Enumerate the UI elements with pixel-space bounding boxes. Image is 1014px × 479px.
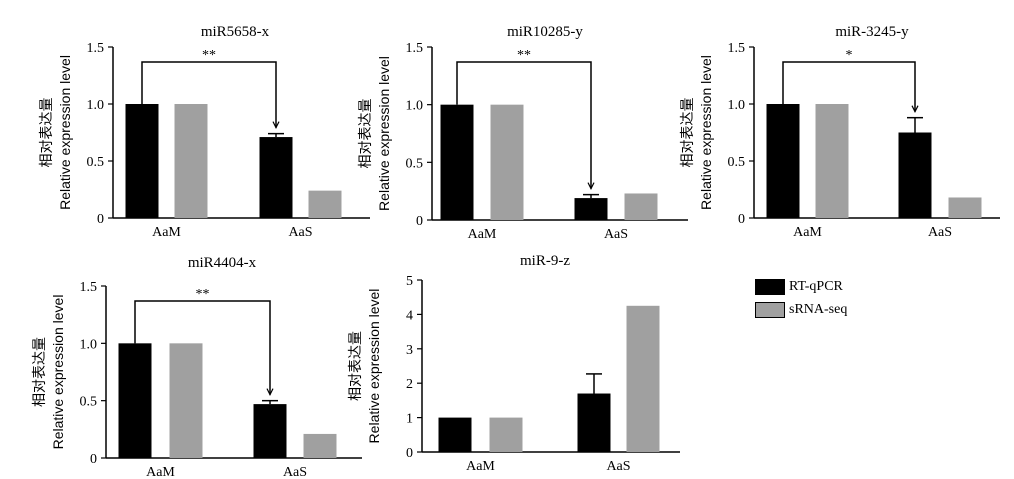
y-axis-label: Relative expression level bbox=[50, 295, 66, 450]
x-category-label: AaS bbox=[604, 227, 628, 242]
bar-rt-qpcr-aam bbox=[438, 417, 472, 452]
significance-arrow bbox=[911, 105, 919, 114]
y-tick-label: 0 bbox=[90, 452, 97, 467]
bar-srna-seq-aas bbox=[948, 197, 982, 218]
significance-arrow bbox=[587, 182, 595, 190]
legend-label-rt-qpcr: RT-qPCR bbox=[789, 279, 843, 294]
chart-2: miR10285-y 相对表达量 Relative expression level… bbox=[357, 24, 688, 242]
y-axis-label: Relative expression level bbox=[376, 56, 392, 211]
bar-srna-seq-aas bbox=[626, 305, 660, 452]
bar-rt-qpcr-aas bbox=[574, 198, 608, 220]
bar-srna-seq-aam bbox=[815, 104, 849, 218]
significance-arrow bbox=[272, 121, 280, 129]
chart-title: miR10285-y bbox=[507, 24, 583, 40]
y-tick-label: 1.0 bbox=[406, 99, 424, 114]
x-category-label: AaS bbox=[606, 459, 630, 474]
y-tick-label: 2 bbox=[406, 377, 413, 392]
bar-rt-qpcr-aam bbox=[766, 104, 800, 218]
x-category-label: AaM bbox=[146, 465, 175, 479]
y-tick-label: 1.0 bbox=[80, 337, 98, 352]
y-tick-label: 4 bbox=[406, 308, 413, 323]
y-tick-label: 5 bbox=[406, 274, 413, 289]
y-axis-label-cn: 相对表达量 bbox=[357, 99, 373, 169]
y-axis-label-cn: 相对表达量 bbox=[38, 98, 54, 168]
legend-swatch-srna-seq bbox=[755, 302, 785, 318]
legend-label-srna-seq: sRNA-seq bbox=[789, 302, 848, 317]
y-axis-label-cn: 相对表达量 bbox=[31, 337, 47, 407]
y-tick-label: 0 bbox=[416, 214, 423, 229]
y-tick-label: 0 bbox=[97, 212, 104, 227]
bar-rt-qpcr-aas bbox=[259, 137, 293, 218]
y-tick-label: 0 bbox=[406, 446, 413, 461]
chart-title: miR-9-z bbox=[520, 253, 570, 269]
significance-marker: ** bbox=[517, 48, 531, 63]
y-axis-label: Relative expression level bbox=[366, 289, 382, 444]
x-category-label: AaS bbox=[928, 225, 952, 240]
significance-bracket bbox=[134, 300, 271, 395]
bar-srna-seq-aas bbox=[303, 433, 337, 458]
y-tick-label: 1.0 bbox=[728, 98, 746, 113]
significance-marker: * bbox=[846, 48, 853, 63]
y-axis-label: Relative expression level bbox=[698, 55, 714, 210]
chart-3: miR-3245-y 相对表达量 Relative expression level… bbox=[679, 24, 1000, 240]
y-tick-label: 1.5 bbox=[87, 41, 105, 56]
y-tick-label: 1.5 bbox=[728, 41, 746, 56]
y-tick-label: 0.5 bbox=[728, 155, 746, 170]
bar-srna-seq-aam bbox=[490, 104, 524, 220]
x-category-label: AaM bbox=[152, 225, 181, 240]
y-tick-label: 3 bbox=[406, 343, 413, 358]
y-tick-label: 1.5 bbox=[80, 280, 98, 295]
x-category-label: AaS bbox=[283, 465, 307, 479]
bar-srna-seq-aam bbox=[169, 343, 203, 458]
bar-rt-qpcr-aas bbox=[253, 404, 287, 458]
significance-arrow bbox=[266, 388, 274, 397]
x-category-label: AaM bbox=[793, 225, 822, 240]
significance-bracket bbox=[141, 61, 277, 128]
bar-srna-seq-aam bbox=[174, 104, 208, 218]
y-axis-label-cn: 相对表达量 bbox=[679, 98, 695, 168]
bar-srna-seq-aam bbox=[489, 417, 523, 452]
bar-srna-seq-aas bbox=[624, 193, 658, 220]
significance-marker: ** bbox=[196, 287, 210, 302]
y-tick-label: 0.5 bbox=[80, 395, 98, 410]
bar-rt-qpcr-aas bbox=[577, 393, 611, 452]
legend-swatch-rt-qpcr bbox=[755, 279, 785, 295]
legend-item-rt-qpcr: RT-qPCR bbox=[755, 277, 905, 297]
bar-rt-qpcr-aas bbox=[898, 132, 932, 218]
significance-bracket bbox=[782, 61, 916, 112]
y-tick-label: 1 bbox=[406, 412, 413, 427]
chart-title: miR4404-x bbox=[188, 255, 257, 271]
y-tick-label: 1.5 bbox=[406, 41, 424, 56]
y-axis-label-cn: 相对表达量 bbox=[347, 331, 363, 401]
chart-title: miR-3245-y bbox=[835, 24, 909, 40]
chart-5: miR-9-z 相对表达量 Relative expression level 0 1 2… bbox=[347, 253, 680, 474]
bar-srna-seq-aas bbox=[308, 190, 342, 218]
x-category-label: AaM bbox=[466, 459, 495, 474]
y-tick-label: 0.5 bbox=[406, 156, 424, 171]
bar-rt-qpcr-aam bbox=[118, 343, 152, 458]
y-tick-label: 0 bbox=[738, 212, 745, 227]
chart-title: miR5658-x bbox=[201, 24, 270, 40]
bar-rt-qpcr-aam bbox=[440, 104, 474, 220]
bar-rt-qpcr-aam bbox=[125, 104, 159, 218]
x-category-label: AaM bbox=[468, 227, 497, 242]
significance-marker: ** bbox=[202, 48, 216, 63]
x-category-label: AaS bbox=[288, 225, 312, 240]
legend-item-srna-seq: sRNA-seq bbox=[755, 300, 905, 320]
legend: RT-qPCR sRNA-seq bbox=[755, 277, 905, 323]
y-axis-label: Relative expression level bbox=[57, 55, 73, 210]
significance-bracket bbox=[456, 61, 592, 189]
y-tick-label: 1.0 bbox=[87, 98, 105, 113]
y-tick-label: 0.5 bbox=[87, 155, 105, 170]
